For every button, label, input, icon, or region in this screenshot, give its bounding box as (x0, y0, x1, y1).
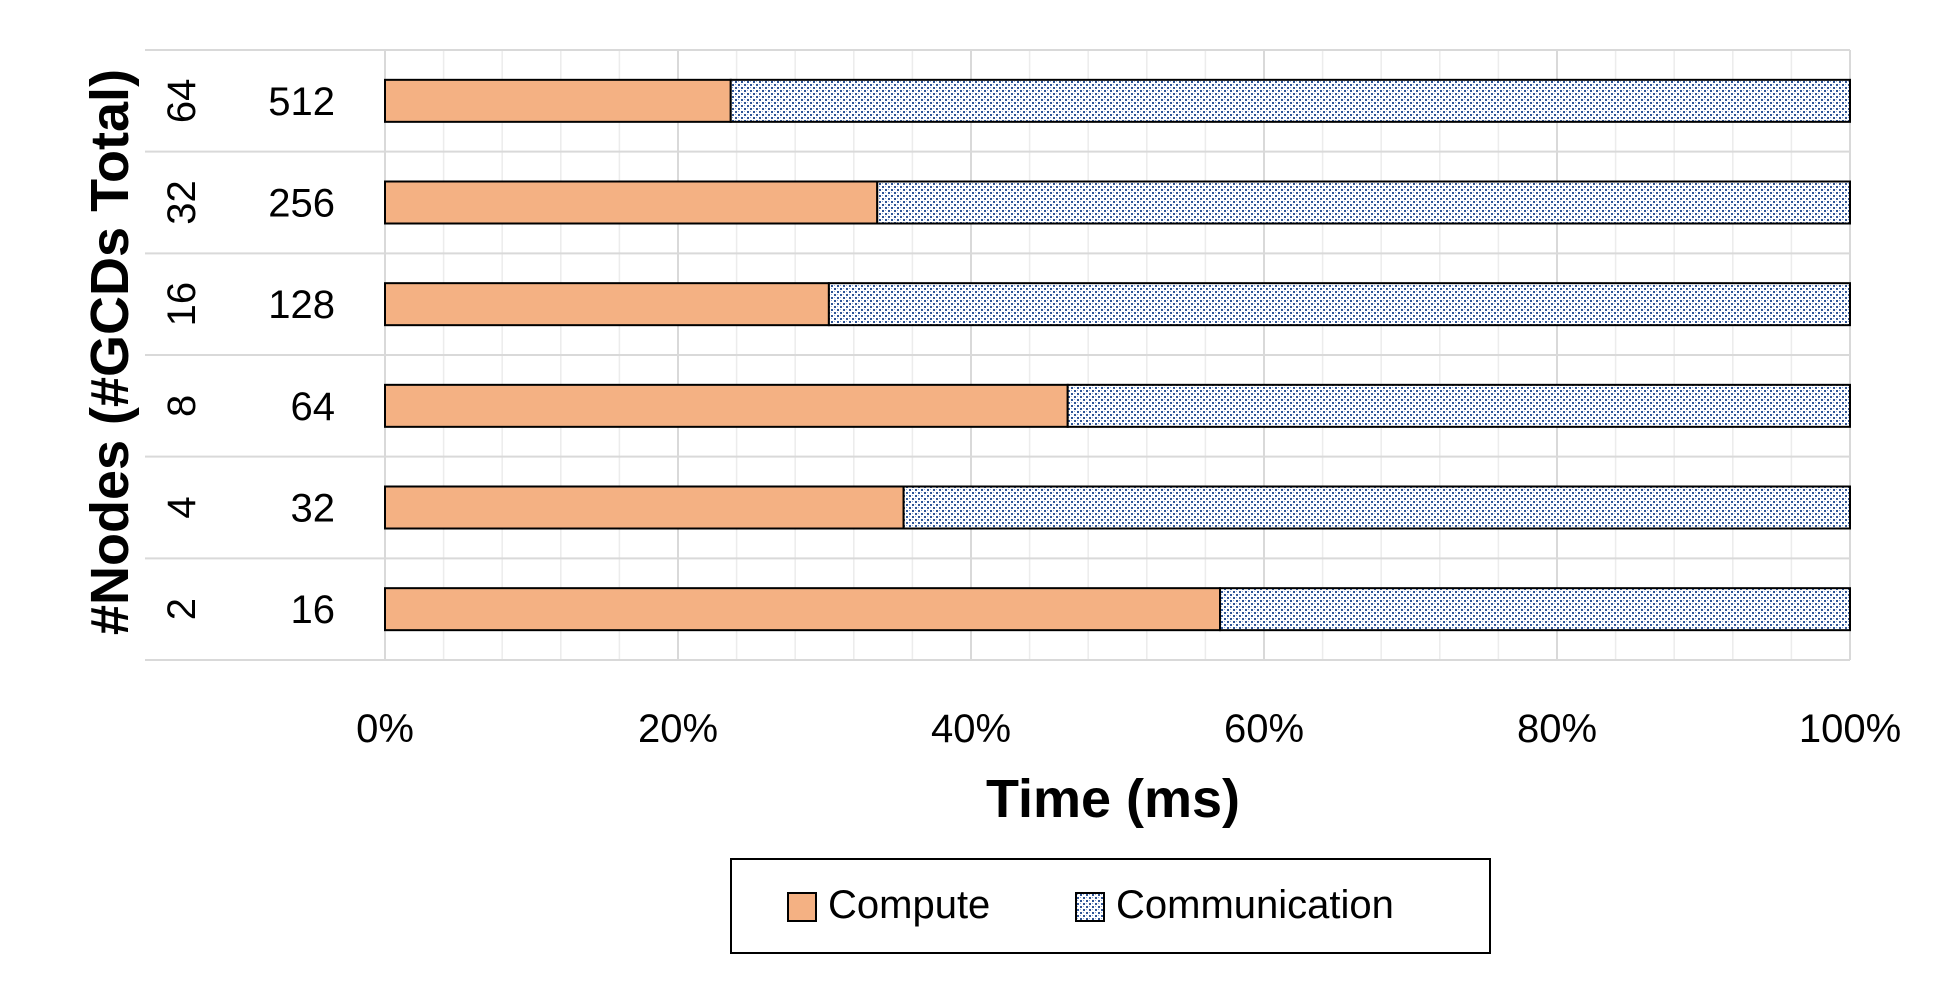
legend-label-compute: Compute (828, 883, 990, 927)
gcds-label: 32 (291, 487, 336, 531)
gcds-label: 256 (268, 182, 335, 226)
bar-communication (904, 487, 1850, 529)
nodes-label: 64 (160, 79, 204, 124)
legend-swatch-communication (1076, 893, 1104, 921)
bar-compute (385, 80, 731, 122)
bar-compute (385, 182, 877, 224)
legend-label-communication: Communication (1116, 883, 1394, 927)
bar-compute (385, 283, 829, 325)
bar-communication (829, 283, 1850, 325)
x-tick-label: 100% (1799, 707, 1901, 751)
gcds-label: 64 (291, 385, 336, 429)
bar-communication (1068, 385, 1850, 427)
x-tick-labels: 0% 20% 40% 60% 80% 100% (356, 707, 1901, 751)
bar-communication (1220, 588, 1850, 630)
gcds-label: 512 (268, 80, 335, 124)
nodes-label: 8 (160, 395, 204, 417)
legend-swatch-compute (788, 893, 816, 921)
x-tick-label: 60% (1224, 707, 1304, 751)
category-rows: 16 2 32 4 64 8 128 16 256 32 512 64 (145, 50, 1850, 660)
y-axis-title: #Nodes (#GCDs Total) (80, 69, 140, 635)
bar-compute (385, 487, 904, 529)
x-tick-label: 20% (638, 707, 718, 751)
nodes-label: 2 (160, 598, 204, 620)
nodes-label: 4 (160, 496, 204, 518)
x-tick-label: 40% (931, 707, 1011, 751)
x-tick-label: 0% (356, 707, 414, 751)
x-tick-label: 80% (1517, 707, 1597, 751)
nodes-label: 32 (160, 180, 204, 225)
bar-compute (385, 385, 1068, 427)
bar-communication (877, 182, 1850, 224)
gcds-label: 128 (268, 283, 335, 327)
nodes-label: 16 (160, 282, 204, 327)
x-axis-title: Time (ms) (986, 769, 1240, 829)
gcds-label: 16 (291, 588, 336, 632)
bar-communication (731, 80, 1850, 122)
legend: Compute Communication (731, 859, 1490, 953)
bar-compute (385, 588, 1220, 630)
